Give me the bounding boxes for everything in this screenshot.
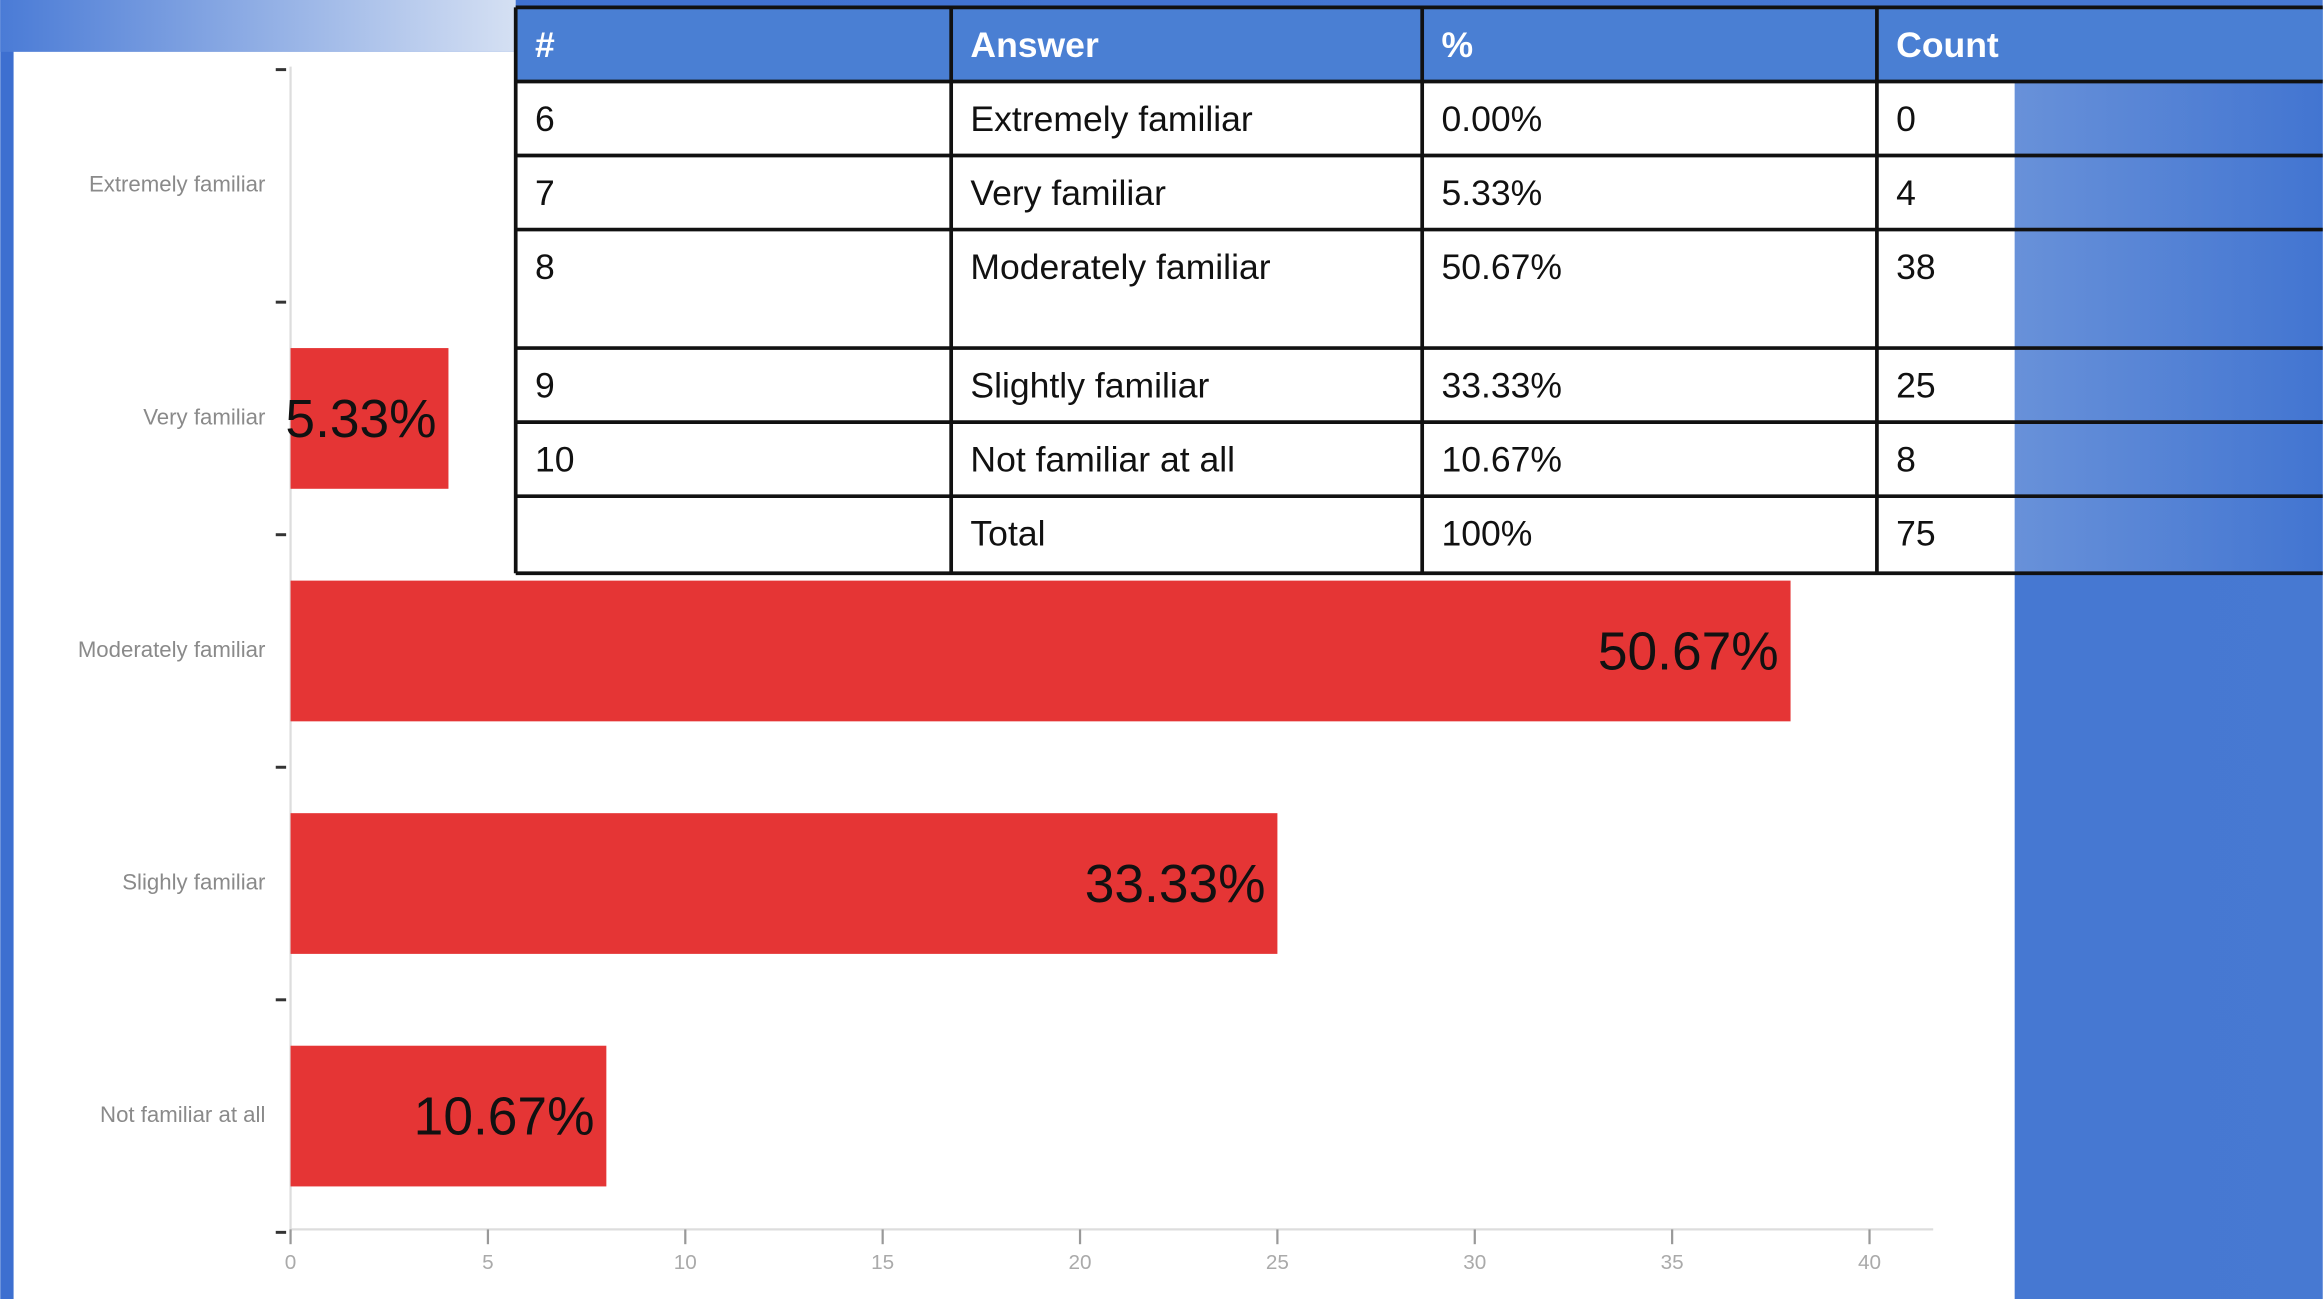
x-tick-label: 0 [285,1251,297,1274]
table-cell: 25 [1896,365,1936,405]
value-label: 50.67% [1598,623,1779,682]
table-header-bg [515,7,2323,82]
table-cell: 8 [535,247,555,287]
table-header-cell: # [535,25,555,65]
table-header-cell: % [1441,25,1473,65]
table-header-cell: Answer [970,25,1099,65]
x-tick-label: 5 [482,1251,494,1274]
table-cell: Moderately familiar [970,247,1270,287]
value-label: 10.67% [414,1088,595,1147]
background-highlight [2014,81,2323,574]
bar [290,813,1278,954]
table-cell: 10.67% [1441,440,1562,480]
table-cell: Not familiar at all [970,440,1235,480]
y-tick-label: Very familiar [143,404,266,429]
table-cell: 0 [1896,99,1916,139]
table-cell: 7 [535,173,555,213]
table-cell: 75 [1896,514,1936,554]
table-cell: 10 [535,440,575,480]
table: # Answer% Count 6 Extremely familiar 0.00% 0 7 V… [513,5,2323,576]
table-cell: 6 [535,99,555,139]
value-label: 33.33% [1085,855,1266,914]
table-cell: 8 [1896,440,1916,480]
bar [290,348,449,489]
table-cell: Total [970,514,1045,554]
table-cell: 0.00% [1441,99,1542,139]
table-cell: 9 [535,365,555,405]
table-cell: 100% [1441,514,1532,554]
value-label: 5.33% [285,390,436,449]
table-cell: Extremely familiar [970,99,1252,139]
table-cell: 33.33% [1441,365,1562,405]
y-tick-label: Not familiar at all [100,1102,265,1127]
bar [290,580,1791,722]
y-tick-label: Extremely familiar [89,172,266,197]
x-tick-label: 30 [1463,1251,1486,1274]
x-tick-label: 35 [1661,1251,1684,1274]
y-tick-label: Moderately familiar [78,637,266,662]
background-highlight [0,0,516,52]
table-header-cell: Count [1896,25,1999,65]
x-tick-label: 10 [674,1251,697,1274]
table-cell: Very familiar [970,173,1166,213]
table-cell: 4 [1896,173,1916,213]
table-cell: 50.67% [1441,247,1562,287]
x-tick-label: 20 [1069,1251,1092,1274]
x-tick-label: 15 [871,1251,894,1274]
table-cell: 5.33% [1441,173,1542,213]
y-tick-label: Slighly familiar [122,869,266,894]
table-cell: Slightly familiar [970,365,1209,405]
bar [290,1045,607,1187]
table-cell: 38 [1896,247,1936,287]
x-tick-label: 40 [1858,1251,1881,1274]
x-tick-label: 25 [1266,1251,1289,1274]
